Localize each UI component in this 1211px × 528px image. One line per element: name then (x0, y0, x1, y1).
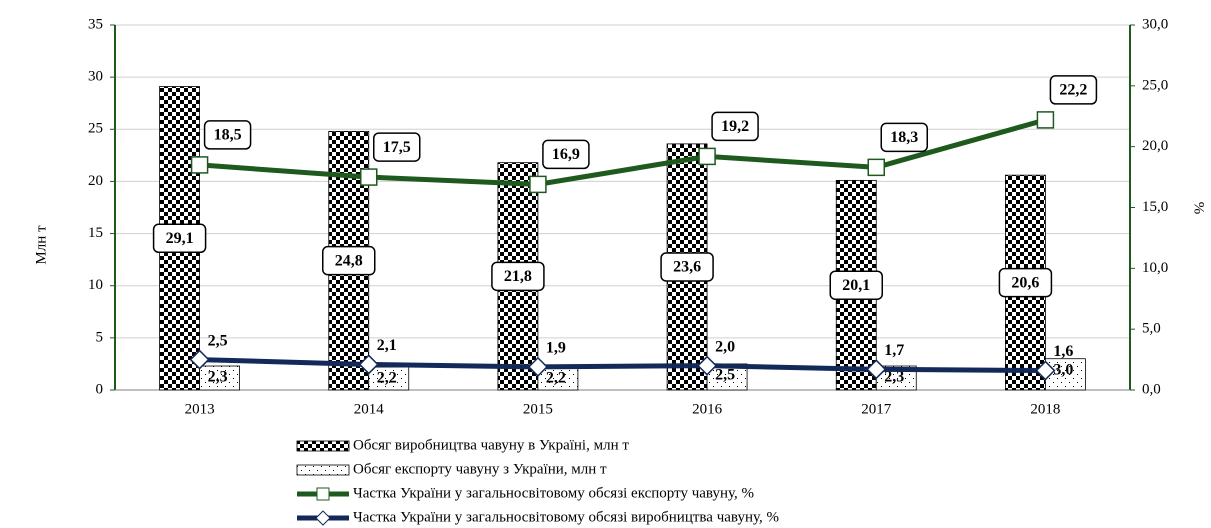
legend-marker (315, 510, 331, 526)
legend-marker (316, 487, 330, 501)
x-tick-label: 2014 (354, 401, 385, 417)
data-label: 24,8 (335, 252, 363, 269)
y-tick-label: 30 (88, 69, 103, 85)
data-label-box (542, 139, 590, 170)
data-label: 16,9 (552, 146, 580, 163)
marker (189, 349, 210, 370)
data-label: 1,9 (546, 340, 566, 357)
marker (697, 355, 718, 376)
legend-label: Частка України у загальносвітовому обсяз… (353, 509, 779, 525)
data-label-box (322, 245, 376, 276)
y2-tick-label: 20,0 (1142, 138, 1168, 154)
marker (1035, 360, 1056, 381)
data-label-box (1049, 75, 1098, 105)
x-tick-label: 2016 (692, 401, 723, 417)
data-label: 17,5 (383, 139, 411, 156)
y-tick-label: 25 (88, 121, 103, 137)
x-tick-label: 2017 (861, 401, 892, 417)
data-label: 2,1 (377, 337, 397, 354)
marker (698, 147, 716, 166)
legend-label: Обсяг експорту чавуну з України, млн т (353, 461, 607, 477)
data-label: 2,2 (377, 370, 397, 387)
y-axis-label: Млн т (33, 225, 49, 265)
data-label: 29,1 (166, 230, 194, 247)
y2-axis-label: % (1191, 202, 1207, 215)
data-label: 2,2 (546, 370, 566, 387)
data-label: 21,8 (504, 268, 532, 285)
y-tick-label: 20 (88, 173, 103, 189)
legend-label: Частка України у загальносвітовому обсяз… (353, 485, 754, 501)
legend-swatch (296, 440, 350, 452)
y-tick-label: 15 (88, 225, 103, 241)
data-label: 1,6 (1053, 343, 1073, 360)
marker (1036, 111, 1055, 129)
x-tick-label: 2013 (185, 401, 215, 417)
legend-label: Обсяг виробництва чавуну в Україні, млн … (353, 437, 629, 453)
y2-tick-label: 30,0 (1142, 16, 1168, 32)
y2-tick-label: 10,0 (1142, 260, 1168, 276)
data-label-box (829, 270, 883, 300)
y2-tick-label: 0,0 (1142, 381, 1161, 397)
y2-tick-label: 15,0 (1142, 199, 1168, 215)
data-label: 1,7 (884, 342, 904, 359)
line (199, 117, 1047, 187)
y2-tick-label: 25,0 (1142, 77, 1168, 93)
data-label: 2,3 (208, 369, 228, 386)
data-label-box (373, 132, 421, 162)
x-tick-label: 2018 (1030, 401, 1060, 417)
data-label-box (660, 252, 714, 282)
marker (867, 158, 885, 177)
data-label: 2,0 (715, 338, 735, 355)
y-tick-label: 5 (96, 329, 104, 345)
y-tick-label: 0 (96, 381, 104, 397)
marker (866, 359, 887, 380)
data-label: 19,2 (721, 118, 749, 135)
data-label-box (203, 120, 252, 150)
data-label: 3,0 (1053, 361, 1073, 378)
data-label-box (152, 223, 207, 254)
data-label: 2,5 (208, 332, 228, 349)
data-label-box (880, 122, 928, 153)
data-label: 18,3 (890, 129, 918, 146)
data-label: 2,5 (715, 367, 735, 384)
marker (529, 175, 547, 194)
data-label: 20,1 (842, 277, 870, 294)
data-label: 20,6 (1011, 274, 1039, 291)
data-label: 23,6 (673, 259, 701, 276)
y-tick-label: 35 (88, 16, 103, 32)
marker (190, 156, 209, 174)
data-label-box (998, 267, 1053, 298)
marker (360, 168, 378, 186)
data-label-box (491, 261, 545, 292)
data-label: 2,3 (884, 369, 904, 386)
bar (1045, 358, 1086, 391)
bar (199, 365, 240, 391)
marker (527, 356, 548, 377)
x-tick-label: 2015 (523, 401, 553, 417)
data-label-box (711, 111, 759, 142)
data-label: 18,5 (214, 127, 242, 144)
y-tick-label: 10 (88, 277, 103, 293)
legend-swatch (296, 464, 350, 476)
data-label: 22,2 (1059, 82, 1087, 99)
y2-tick-label: 5,0 (1142, 321, 1161, 337)
line (199, 357, 1046, 374)
marker (358, 354, 379, 375)
